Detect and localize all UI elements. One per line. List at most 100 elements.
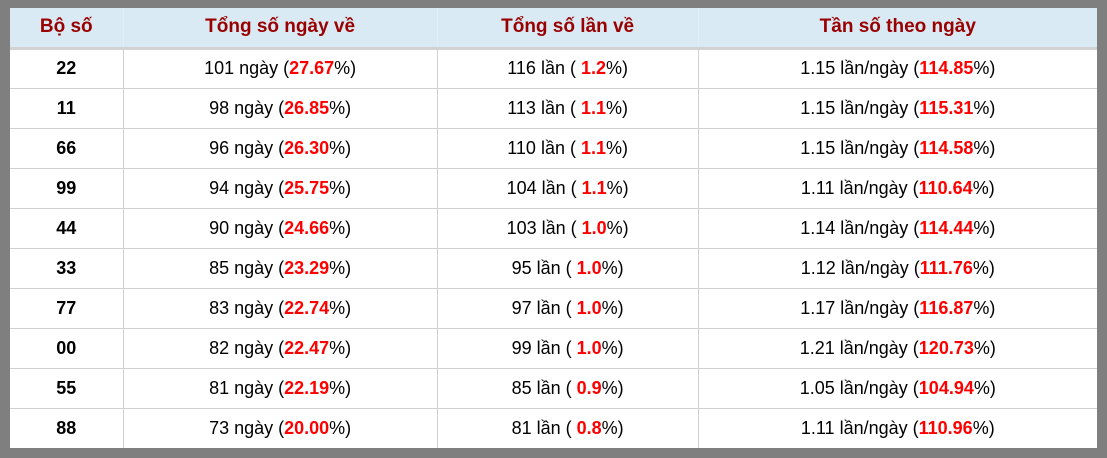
bo-so-value: 99 [56, 177, 77, 198]
ngay-percent-value: 26.30 [284, 137, 330, 158]
column-header-tong-ngay-ve: Tổng số ngày về [122, 8, 438, 50]
cell-bo-so: 55 [10, 367, 124, 409]
lan-text: 104 lần ( [506, 177, 582, 198]
cell-tan-so-theo-ngay: 1.12 lần/ngày (111.76%) [697, 247, 1097, 289]
tan-so-percent-value: 116.87 [919, 297, 974, 318]
ngay-text: 73 ngày ( [209, 417, 285, 438]
cell-tong-lan-ve: 116 lần ( 1.2%) [436, 47, 699, 89]
tan-so-text-close: %) [973, 97, 996, 118]
tan-so-text: 1.05 lần/ngày ( [799, 377, 919, 398]
cell-tong-lan-ve: 110 lần ( 1.1%) [436, 127, 699, 169]
tan-so-text-close: %) [972, 417, 995, 438]
lan-text: 103 lần ( [506, 217, 582, 238]
cell-tong-lan-ve: 95 lần ( 1.0%) [436, 247, 699, 289]
bo-so-value: 77 [56, 297, 77, 318]
bo-so-value: 66 [56, 137, 77, 158]
lan-text-close: %) [601, 377, 624, 398]
tan-so-text-close: %) [973, 297, 996, 318]
ngay-text-close: %) [329, 137, 352, 158]
cell-bo-so: 66 [10, 127, 124, 169]
tan-so-text: 1.15 lần/ngày ( [800, 97, 920, 118]
tan-so-percent-value: 114.44 [919, 217, 974, 238]
cell-bo-so: 11 [10, 87, 124, 129]
cell-tong-ngay-ve: 98 ngày (26.85%) [122, 87, 438, 129]
cell-tong-lan-ve: 103 lần ( 1.0%) [436, 207, 699, 249]
lan-text-close: %) [606, 217, 629, 238]
cell-tong-lan-ve: 104 lần ( 1.1%) [436, 167, 699, 209]
lan-text: 95 lần ( [511, 257, 577, 278]
lan-percent-value: 1.1 [580, 137, 606, 158]
ngay-percent-value: 22.19 [284, 377, 330, 398]
lan-text: 113 lần ( [507, 97, 581, 118]
ngay-text-close: %) [329, 257, 352, 278]
ngay-text: 94 ngày ( [209, 177, 285, 198]
tan-so-percent-value: 114.85 [919, 58, 974, 78]
lan-percent-value: 1.2 [580, 58, 606, 78]
cell-tong-ngay-ve: 73 ngày (20.00%) [122, 407, 438, 448]
ngay-percent-value: 27.67 [289, 58, 335, 78]
lan-text: 99 lần ( [511, 337, 577, 358]
tan-so-text: 1.11 lần/ngày ( [800, 177, 919, 198]
table-row: 66 96 ngày (26.30%) 110 lần ( 1.1%) 1.15… [10, 127, 1097, 169]
ngay-text-close: %) [334, 58, 357, 78]
lan-percent-value: 1.0 [576, 297, 602, 318]
lottery-stats-table: Bộ số Tổng số ngày về Tổng số lần về Tần… [10, 8, 1097, 448]
ngay-text: 83 ngày ( [209, 297, 285, 318]
lan-text-close: %) [606, 177, 629, 198]
ngay-text-close: %) [329, 297, 352, 318]
lan-text: 116 lần ( [507, 58, 581, 78]
table-row: 88 73 ngày (20.00%) 81 lần ( 0.8%) 1.11 … [10, 407, 1097, 448]
lan-percent-value: 1.0 [576, 337, 602, 358]
cell-tan-so-theo-ngay: 1.15 lần/ngày (114.58%) [697, 127, 1097, 169]
lan-percent-value: 1.1 [581, 177, 607, 198]
cell-tong-ngay-ve: 94 ngày (25.75%) [122, 167, 438, 209]
tan-so-text-close: %) [973, 337, 996, 358]
lan-text-close: %) [601, 337, 624, 358]
tan-so-text: 1.12 lần/ngày ( [800, 257, 920, 278]
cell-tong-lan-ve: 113 lần ( 1.1%) [436, 87, 699, 129]
ngay-text: 101 ngày ( [204, 58, 290, 78]
table-header: Bộ số Tổng số ngày về Tổng số lần về Tần… [10, 8, 1097, 50]
cell-tan-so-theo-ngay: 1.21 lần/ngày (120.73%) [697, 327, 1097, 369]
table-row: 55 81 ngày (22.19%) 85 lần ( 0.9%) 1.05 … [10, 367, 1097, 409]
tan-so-percent-value: 120.73 [918, 337, 974, 358]
bo-so-value: 11 [56, 97, 76, 118]
column-header-tan-so: Tần số theo ngày [697, 8, 1097, 50]
cell-bo-so: 22 [10, 47, 124, 89]
ngay-percent-value: 23.29 [284, 257, 330, 278]
tan-so-percent-value: 111.76 [919, 257, 973, 278]
bo-so-value: 44 [56, 217, 77, 238]
lan-text-close: %) [606, 137, 628, 158]
cell-tong-lan-ve: 99 lần ( 1.0%) [436, 327, 699, 369]
lan-text: 97 lần ( [511, 297, 577, 318]
cell-tan-so-theo-ngay: 1.11 lần/ngày (110.64%) [697, 167, 1097, 209]
ngay-percent-value: 22.47 [284, 337, 330, 358]
ngay-text-close: %) [329, 217, 352, 238]
lan-percent-value: 1.0 [576, 257, 602, 278]
ngay-text: 90 ngày ( [209, 217, 285, 238]
ngay-text-close: %) [329, 417, 352, 438]
ngay-text: 96 ngày ( [209, 137, 285, 158]
cell-tan-so-theo-ngay: 1.11 lần/ngày (110.96%) [697, 407, 1097, 448]
tan-so-text: 1.15 lần/ngày ( [800, 58, 920, 78]
tan-so-percent-value: 110.64 [918, 177, 973, 198]
tan-so-text-close: %) [972, 257, 995, 278]
ngay-percent-value: 22.74 [284, 297, 330, 318]
lan-percent-value: 0.8 [576, 417, 602, 438]
tan-so-text-close: %) [973, 58, 996, 78]
table-row: 33 85 ngày (23.29%) 95 lần ( 1.0%) 1.12 … [10, 247, 1097, 289]
ngay-percent-value: 20.00 [284, 417, 330, 438]
table-row: 11 98 ngày (26.85%) 113 lần ( 1.1%) 1.15… [10, 87, 1097, 129]
ngay-text-close: %) [329, 177, 352, 198]
bo-so-value: 88 [56, 417, 77, 438]
cell-tong-ngay-ve: 96 ngày (26.30%) [122, 127, 438, 169]
bo-so-value: 22 [56, 58, 77, 78]
table-row: 22 101 ngày (27.67%) 116 lần ( 1.2%) 1.1… [10, 47, 1097, 89]
cell-tan-so-theo-ngay: 1.14 lần/ngày (114.44%) [697, 207, 1097, 249]
cell-tong-ngay-ve: 81 ngày (22.19%) [122, 367, 438, 409]
cell-tan-so-theo-ngay: 1.05 lần/ngày (104.94%) [697, 367, 1097, 409]
cell-tong-ngay-ve: 101 ngày (27.67%) [122, 47, 438, 89]
cell-bo-so: 77 [10, 287, 124, 329]
tan-so-percent-value: 104.94 [918, 377, 974, 398]
